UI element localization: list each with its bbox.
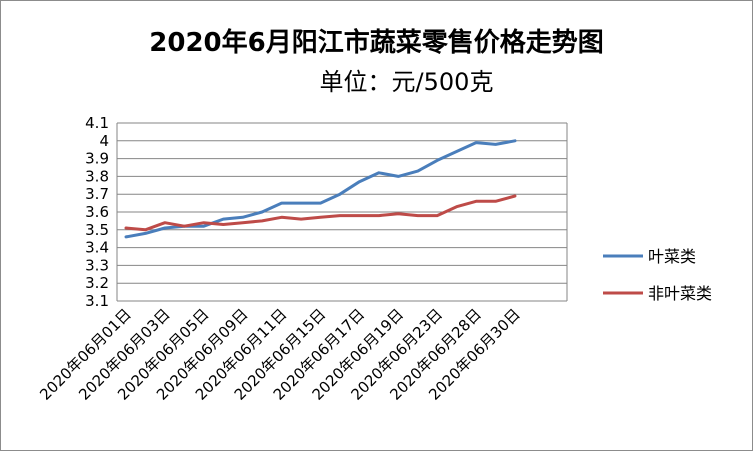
chart-subtitle: 单位：元/500克 [319,68,494,96]
y-tick-label: 3.9 [85,150,109,168]
legend-label: 叶菜类 [648,247,696,266]
series-line-leafy [124,139,517,239]
y-tick-label: 3.7 [85,185,109,203]
legend-label: 非叶菜类 [648,284,712,303]
y-tick-label: 3.1 [85,292,109,310]
series-line-non-leafy [124,194,517,232]
y-tick-label: 4.1 [85,114,109,132]
y-tick-label: 3.6 [85,203,109,221]
y-tick-label: 3.5 [85,221,109,239]
y-tick-label: 4 [99,132,109,150]
chart-title: 2020年6月阳江市蔬菜零售价格走势图 [149,28,604,58]
y-tick-label: 3.4 [85,239,109,257]
y-tick-label: 3.3 [85,256,109,274]
y-tick-label: 3.8 [85,167,109,185]
y-tick-label: 3.2 [85,274,109,292]
